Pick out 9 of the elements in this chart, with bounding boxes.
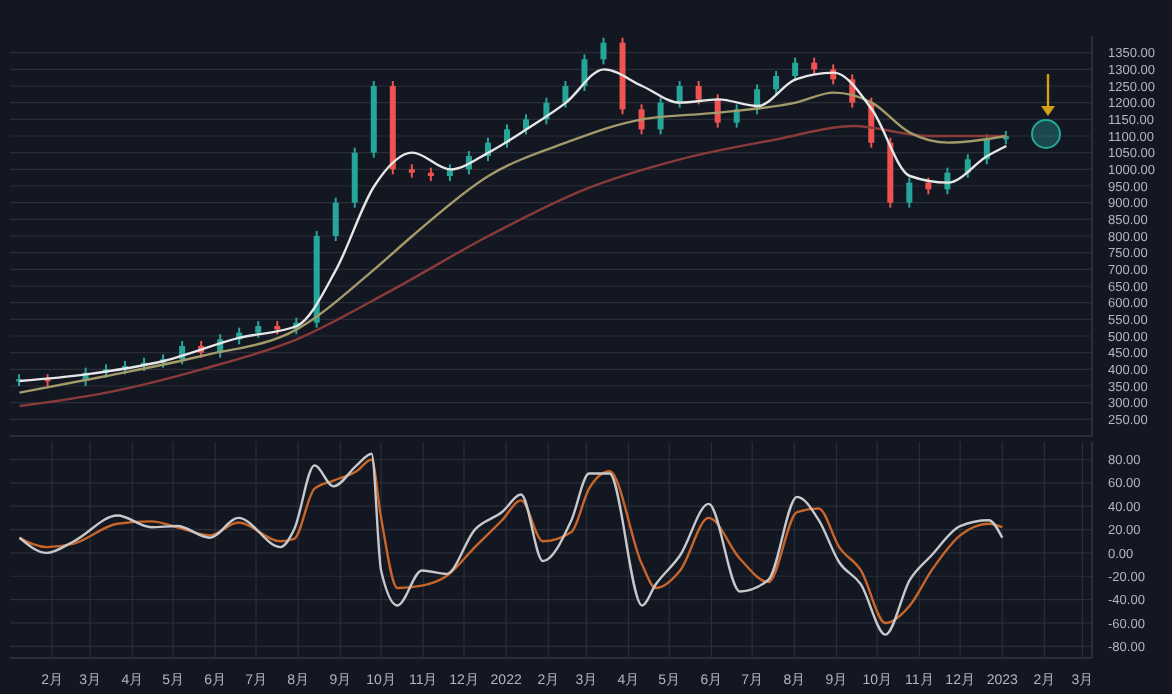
candlestick (906, 176, 913, 209)
candlestick (332, 196, 339, 242)
candlestick (562, 80, 569, 109)
candlestick (695, 80, 702, 106)
candlestick (792, 56, 799, 82)
candlestick (600, 36, 607, 66)
candlestick (523, 113, 530, 136)
candlestick (676, 80, 683, 109)
candlestick (773, 70, 780, 96)
